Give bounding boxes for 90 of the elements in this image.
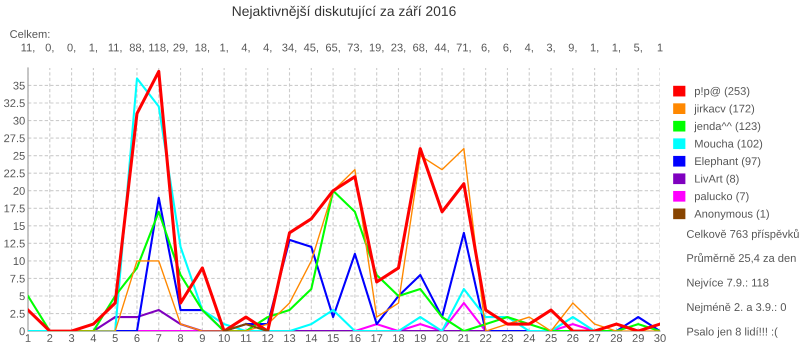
x-tick-label: 6	[134, 334, 140, 342]
text: 1,	[90, 44, 98, 53]
y-tick-label: 15	[14, 222, 25, 230]
y-tick-label: 2.5	[10, 310, 25, 318]
text: Nejvíce 7.9.: 118	[687, 278, 768, 289]
y-tick-label: 32.5	[4, 99, 25, 108]
x-tick-label: 13	[284, 334, 296, 342]
x-tick-label: 8	[178, 334, 184, 342]
x-tick-label: 1	[26, 334, 31, 342]
x-tick-label: 30	[654, 334, 666, 342]
text: 1,	[612, 44, 620, 53]
legend-label: Moucha (102)	[695, 139, 762, 150]
text: 4,	[242, 44, 250, 53]
x-tick-label: 28	[610, 334, 622, 342]
text: 0,	[67, 44, 76, 53]
text: Psalo jen 8 lidí!!! :(	[687, 327, 778, 338]
text: 18,	[195, 44, 210, 53]
text: 29,	[173, 44, 188, 53]
text: 1,	[220, 44, 228, 53]
y-tick-label: 0	[19, 327, 25, 336]
text: 118,	[149, 44, 168, 53]
text: Průměrně 25,4 za den	[687, 252, 796, 264]
y-tick-label: 17.5	[4, 204, 25, 212]
x-tick-label: 11	[241, 334, 252, 342]
x-tick-label: 9	[200, 334, 205, 342]
legend-label: Anonymous (1)	[694, 210, 769, 220]
x-tick-label: 19	[414, 334, 426, 342]
legend-label: jenda^^ (123)	[694, 122, 760, 132]
y-tick-label: 22.5	[4, 169, 25, 178]
y-tick-label: 25	[13, 152, 25, 160]
text: 1	[658, 44, 663, 52]
x-tick-label: 25	[545, 334, 557, 342]
x-tick-label: 22	[480, 334, 492, 342]
x-tick-label: 15	[328, 334, 339, 342]
y-tick-label: 27.5	[4, 134, 25, 142]
y-tick-label: 35	[13, 82, 25, 90]
text: 11,	[22, 44, 34, 53]
x-tick-label: 27	[589, 334, 600, 342]
text: 3,	[546, 44, 555, 53]
legend-label: palucko (7)	[694, 192, 749, 202]
text: 19,	[370, 44, 384, 53]
y-tick-label: 12.5	[4, 240, 25, 248]
x-tick-label: 5	[112, 334, 118, 342]
x-tick-label: 14	[306, 334, 318, 342]
text: 9,	[568, 44, 576, 53]
text: 11,	[108, 44, 122, 53]
legend-label: p!p@ (253)	[694, 86, 750, 98]
text: 4,	[524, 44, 533, 53]
x-tick-label: 17	[371, 334, 382, 342]
text: Celkem:	[10, 30, 50, 38]
text: 4,	[263, 44, 272, 53]
text: 68,	[413, 44, 427, 53]
x-tick-label: 24	[524, 334, 536, 342]
text: 88,	[130, 44, 144, 53]
x-tick-label: 21	[458, 334, 470, 342]
x-tick-label: 2	[47, 334, 52, 342]
x-tick-label: 26	[567, 334, 579, 342]
text: 1,	[590, 44, 598, 53]
text: 23,	[391, 44, 406, 53]
text: 34,	[282, 44, 296, 53]
y-tick-label: 30	[13, 116, 25, 125]
text: 6,	[503, 44, 512, 53]
y-tick-label: 20	[13, 186, 25, 195]
x-tick-label: 23	[502, 334, 514, 342]
text: 45,	[304, 44, 318, 53]
x-tick-label: 18	[393, 334, 404, 342]
x-tick-label: 16	[350, 334, 361, 342]
x-tick-label: 3	[68, 334, 74, 342]
x-tick-label: 4	[90, 334, 96, 342]
text: 44,	[434, 44, 449, 53]
legend-label: Elephant (97)	[695, 156, 760, 168]
y-tick-label: 5	[19, 292, 25, 300]
text: 65,	[326, 44, 340, 53]
text: 73,	[348, 44, 362, 53]
y-tick-label: 10	[14, 257, 25, 266]
x-tick-label: 29	[632, 334, 644, 342]
text: 5,	[634, 44, 642, 53]
x-tick-label: 7	[156, 334, 162, 342]
text: Celkově 763 příspěvků	[686, 228, 799, 240]
legend-label: LivArt (8)	[695, 174, 739, 185]
text: 71,	[456, 44, 471, 53]
text: 0,	[46, 44, 54, 53]
legend-label: jirkacv (172)	[694, 104, 754, 115]
chart-title: Nejaktivnější diskutující za září 2016	[232, 6, 456, 19]
text: Nejméně 2. a 3.9.: 0	[687, 302, 786, 314]
y-tick-label: 7.5	[10, 274, 25, 283]
x-tick-label: 20	[436, 334, 448, 342]
x-tick-label: 12	[262, 334, 274, 342]
x-tick-label: 10	[218, 334, 230, 342]
text: 6,	[482, 44, 490, 53]
